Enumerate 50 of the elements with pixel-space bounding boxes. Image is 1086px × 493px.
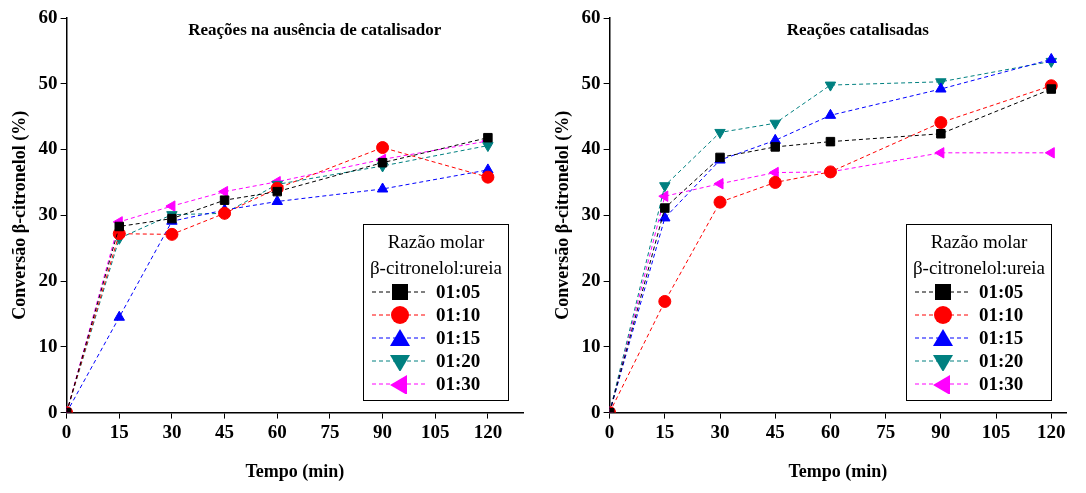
x-tick-label: 120	[473, 420, 503, 442]
y-tick-label: 0	[591, 400, 601, 422]
y-tick-label: 40	[38, 137, 58, 159]
x-tick-label: 90	[931, 420, 951, 442]
y-tick-label: 30	[38, 203, 58, 225]
y-axis-title: Conversão β-citronelol (%)	[9, 110, 31, 320]
legend-label: 01:20	[978, 350, 1024, 373]
x-tick-label: 15	[655, 420, 675, 442]
y-tick-label: 10	[581, 334, 601, 356]
legend-title: Razão molar β-citronelol:ureia	[912, 229, 1045, 280]
x-tick-label: 0	[61, 420, 72, 442]
y-tick-label: 0	[48, 400, 58, 422]
x-tick-label: 15	[109, 420, 129, 442]
x-tick-label: 105	[981, 420, 1011, 442]
chart-title: Reações catalisadas	[786, 19, 930, 39]
y-axis-title: Conversão β-citronelol (%)	[552, 110, 574, 320]
legend-label: 01:05	[435, 281, 481, 304]
x-tick-label: 105	[420, 420, 450, 442]
legend-label: 01:20	[435, 350, 481, 373]
x-tick-label: 75	[320, 420, 340, 442]
y-tick-label: 50	[581, 71, 601, 93]
x-tick-label: 30	[710, 420, 730, 442]
legend-title: Razão molar β-citronelol:ureia	[369, 229, 502, 280]
chart-title: Reações na ausência de catalisador	[188, 19, 442, 39]
legend-label: 01:30	[435, 373, 481, 396]
y-tick-label: 60	[581, 5, 601, 27]
x-axis-title: Tempo (min)	[788, 460, 888, 482]
x-axis-title: Tempo (min)	[245, 460, 345, 482]
x-tick-label: 30	[162, 420, 182, 442]
y-tick-label: 60	[38, 5, 58, 27]
legend-label: 01:10	[435, 304, 481, 327]
legend-label: 01:15	[435, 327, 481, 350]
x-tick-label: 0	[604, 420, 615, 442]
legend-label: 01:05	[978, 281, 1024, 304]
x-tick-label: 45	[215, 420, 235, 442]
y-tick-label: 20	[581, 268, 601, 290]
y-tick-label: 40	[581, 137, 601, 159]
legend-label: 01:10	[978, 304, 1024, 327]
x-tick-label: 90	[373, 420, 393, 442]
x-tick-label: 45	[765, 420, 785, 442]
legend-label: 01:30	[978, 373, 1024, 396]
x-tick-label: 60	[820, 420, 840, 442]
y-tick-label: 10	[38, 334, 58, 356]
y-tick-label: 20	[38, 268, 58, 290]
x-tick-label: 120	[1037, 420, 1066, 442]
x-tick-label: 75	[876, 420, 896, 442]
legend-label: 01:15	[978, 327, 1024, 350]
y-tick-label: 30	[581, 203, 601, 225]
x-tick-label: 60	[267, 420, 287, 442]
y-tick-label: 50	[38, 71, 58, 93]
